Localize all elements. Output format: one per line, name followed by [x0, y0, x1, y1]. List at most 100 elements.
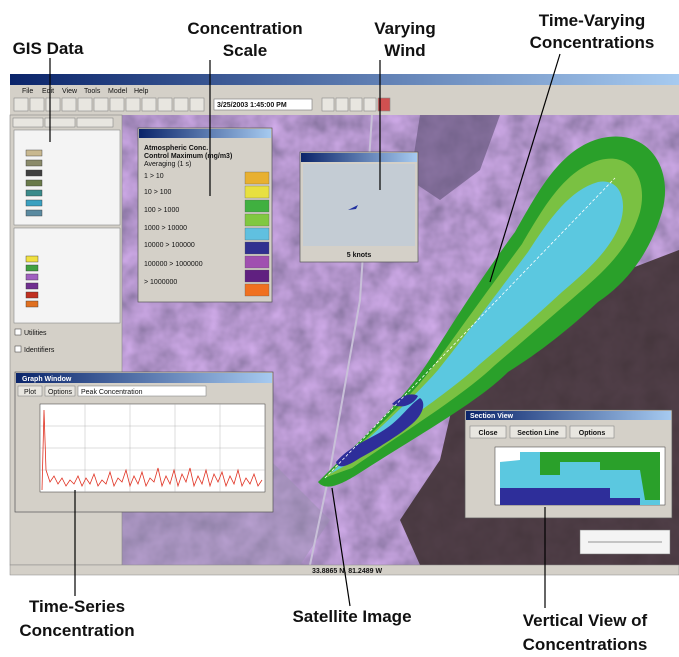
menu-item[interactable]: Tools [84, 88, 101, 95]
tab[interactable] [44, 117, 76, 128]
menu-item[interactable]: Model [108, 88, 128, 95]
swatch [25, 255, 39, 263]
datetime-field[interactable] [213, 98, 313, 111]
button-label[interactable]: Options [48, 389, 73, 396]
wind-speed: 5 knots [347, 252, 372, 259]
range-label: 100 > 1000 [144, 207, 179, 214]
swatch [25, 264, 39, 272]
swatch [244, 241, 270, 255]
scale-swatches [244, 171, 270, 297]
tool-button[interactable] [13, 97, 29, 112]
swatch [244, 227, 270, 241]
button[interactable] [469, 425, 507, 439]
button-label[interactable]: Plot [24, 389, 36, 396]
button-label[interactable]: Close [478, 430, 497, 437]
callout-label: Wind [384, 41, 425, 60]
swatch [244, 283, 270, 297]
scale-heading: Control Maximum (mg/m3) [144, 153, 232, 160]
dropdown-value: Peak Concentration [81, 389, 143, 396]
swatch [25, 169, 43, 177]
callout-label: Satellite Image [292, 607, 411, 626]
tool-button[interactable] [45, 97, 61, 112]
swatch [25, 159, 43, 167]
callout-label: Concentrations [523, 635, 648, 654]
range-label: 100000 > 1000000 [144, 261, 203, 268]
scale-heading: Averaging (1 s) [144, 161, 191, 168]
tool-button[interactable] [335, 97, 349, 112]
callout-label: Concentrations [530, 33, 655, 52]
button-label[interactable]: Section Line [517, 430, 559, 437]
swatch [25, 273, 39, 281]
callout-label: Time-Series [29, 597, 125, 616]
tool-button[interactable] [157, 97, 173, 112]
tool-button[interactable] [363, 97, 377, 112]
callout-label: Varying [374, 19, 435, 38]
tab[interactable] [12, 117, 44, 128]
range-label: 10 > 100 [144, 189, 172, 196]
callout-line [331, 487, 351, 607]
tool-button[interactable] [321, 97, 335, 112]
swatch [25, 291, 39, 299]
range-label: 1000 > 10000 [144, 225, 187, 232]
layer-swatches [25, 149, 43, 217]
checkbox[interactable] [14, 345, 22, 353]
button[interactable] [44, 385, 76, 397]
range-label: > 1000000 [144, 279, 177, 286]
menu-item[interactable]: Help [134, 88, 149, 95]
button[interactable] [569, 425, 615, 439]
checkbox-label: Identifiers [24, 347, 55, 354]
tool-button[interactable] [61, 97, 77, 112]
callout-label: Vertical View of [523, 611, 648, 630]
swatch [244, 213, 270, 227]
toolbar-buttons [13, 97, 391, 112]
tool-button[interactable] [173, 97, 189, 112]
menu-item[interactable]: Edit [42, 88, 54, 95]
swatch [244, 199, 270, 213]
checkbox[interactable] [14, 328, 22, 336]
swatch [244, 171, 270, 185]
tool-button[interactable] [349, 97, 363, 112]
callout-label: Concentration [187, 19, 302, 38]
callout-line [489, 53, 561, 283]
button[interactable] [509, 425, 567, 439]
wind-canvas [303, 164, 415, 246]
tool-button[interactable] [125, 97, 141, 112]
window-title: Graph Window [22, 376, 72, 383]
plume-core [336, 398, 424, 467]
dropdown[interactable] [77, 385, 207, 397]
swatch [25, 179, 43, 187]
swatch [25, 282, 39, 290]
section-fill [540, 452, 660, 500]
panel-tabs [12, 117, 114, 128]
title-bar [10, 74, 679, 85]
tool-button[interactable] [77, 97, 93, 112]
button-label[interactable]: Options [579, 430, 606, 437]
menu-item[interactable]: View [62, 88, 78, 95]
tool-button[interactable] [377, 97, 391, 112]
layer-list [13, 129, 121, 226]
tool-button[interactable] [93, 97, 109, 112]
swatch [25, 199, 43, 207]
datetime: 3/25/2003 1:45:00 PM [217, 102, 287, 109]
tool-button[interactable] [109, 97, 125, 112]
checkbox-label: Utilities [24, 330, 47, 337]
tab[interactable] [76, 117, 114, 128]
menu-item[interactable]: File [22, 88, 33, 95]
swatch [25, 189, 43, 197]
window-title-bar [139, 129, 271, 138]
time-series-line [41, 409, 263, 491]
section-line [324, 177, 616, 479]
swatch [25, 300, 39, 308]
tool-button[interactable] [141, 97, 157, 112]
window-title: Section View [470, 413, 514, 420]
section-fill [500, 488, 640, 505]
swatch [25, 209, 43, 217]
status-coordinates: 33.8865 N, 81.2489 W [312, 568, 382, 575]
tool-button[interactable] [29, 97, 45, 112]
menu-bar: File Edit View Tools Model Help [22, 88, 149, 95]
tool-button[interactable] [189, 97, 205, 112]
button[interactable] [17, 385, 43, 397]
swatch [244, 255, 270, 269]
range-label: 10000 > 100000 [144, 242, 195, 249]
